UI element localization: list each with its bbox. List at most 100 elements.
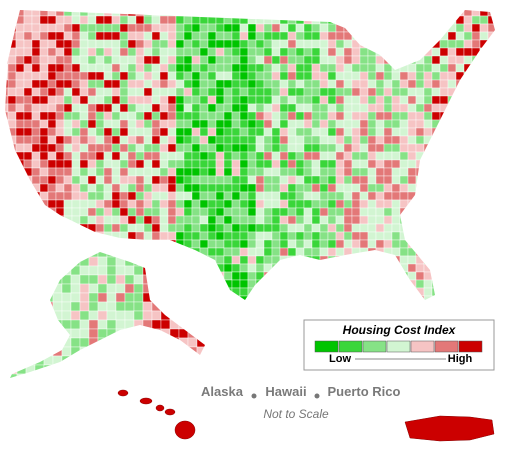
- borough: [16, 319, 27, 330]
- borough: [43, 373, 54, 378]
- borough: [88, 310, 99, 321]
- county: [295, 167, 305, 177]
- county: [375, 279, 385, 289]
- county: [119, 71, 129, 81]
- county: [335, 167, 345, 177]
- county: [55, 71, 65, 81]
- county: [311, 207, 321, 217]
- county: [455, 135, 465, 145]
- county: [335, 103, 345, 113]
- county: [247, 39, 257, 49]
- contiguous-us: [5, 0, 504, 312]
- borough: [52, 355, 63, 366]
- county: [127, 199, 137, 209]
- county: [39, 95, 49, 105]
- borough: [178, 292, 189, 303]
- county: [479, 135, 489, 145]
- county: [496, 56, 504, 64]
- county: [496, 136, 504, 144]
- county: [375, 295, 385, 300]
- county: [383, 87, 393, 97]
- county: [263, 71, 273, 81]
- county: [352, 0, 360, 8]
- county: [79, 23, 89, 33]
- county: [335, 271, 345, 281]
- county: [447, 119, 457, 129]
- county: [7, 135, 17, 145]
- borough: [178, 301, 189, 312]
- county: [103, 127, 113, 137]
- borough: [160, 310, 171, 321]
- borough: [133, 283, 144, 294]
- county: [127, 95, 137, 105]
- county: [159, 295, 169, 300]
- county: [31, 247, 41, 257]
- county: [239, 175, 249, 185]
- county: [175, 127, 185, 137]
- county: [455, 15, 465, 25]
- county: [439, 47, 449, 57]
- county: [96, 0, 104, 8]
- county: [375, 79, 385, 89]
- county: [207, 263, 217, 273]
- county: [360, 0, 368, 8]
- county: [151, 247, 161, 257]
- county: [47, 10, 57, 17]
- county: [335, 10, 345, 17]
- county: [351, 119, 361, 129]
- borough: [133, 274, 144, 285]
- county: [208, 304, 216, 312]
- county: [7, 143, 17, 153]
- county: [423, 231, 433, 241]
- county: [247, 191, 257, 201]
- county: [24, 0, 32, 8]
- county: [7, 287, 17, 297]
- county: [295, 103, 305, 113]
- county: [247, 159, 257, 169]
- county: [303, 47, 313, 57]
- county: [143, 10, 153, 17]
- borough: [106, 355, 117, 366]
- county: [391, 255, 401, 265]
- county: [439, 255, 449, 265]
- county: [311, 15, 321, 25]
- county: [15, 15, 25, 25]
- county: [39, 111, 49, 121]
- legend: Housing Cost Index Low High: [303, 319, 495, 371]
- county: [191, 183, 201, 193]
- county: [39, 47, 49, 57]
- county: [224, 0, 232, 8]
- county: [175, 23, 185, 33]
- county: [47, 39, 57, 49]
- county: [231, 199, 241, 209]
- county: [7, 191, 17, 201]
- borough: [160, 252, 171, 258]
- county: [487, 271, 495, 281]
- county: [5, 279, 9, 289]
- county: [79, 55, 89, 65]
- county: [5, 79, 9, 89]
- county: [168, 304, 176, 312]
- county: [223, 271, 233, 281]
- county: [343, 255, 353, 265]
- county: [487, 103, 495, 113]
- county: [247, 111, 257, 121]
- county: [463, 191, 473, 201]
- county: [399, 39, 409, 49]
- county: [223, 79, 233, 89]
- county: [255, 239, 265, 249]
- borough: [70, 328, 81, 339]
- county: [280, 304, 288, 312]
- county: [431, 271, 441, 281]
- borough: [16, 301, 27, 312]
- county: [320, 0, 328, 8]
- county: [215, 95, 225, 105]
- borough: [160, 328, 171, 339]
- county: [231, 111, 241, 121]
- county: [151, 167, 161, 177]
- county: [367, 47, 377, 57]
- county: [431, 111, 441, 121]
- county: [143, 127, 153, 137]
- county: [55, 207, 65, 217]
- borough: [206, 374, 215, 383]
